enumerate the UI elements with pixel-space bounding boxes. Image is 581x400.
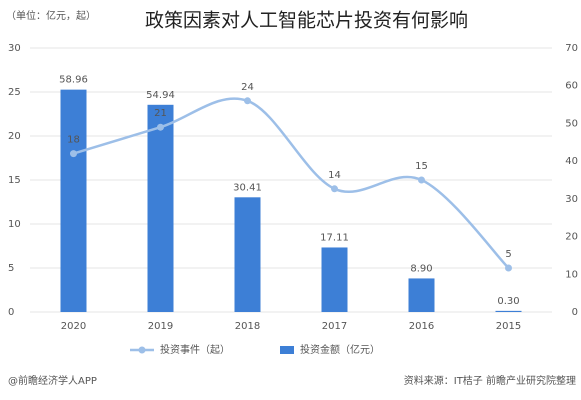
- y-tick-label: 0: [8, 307, 14, 318]
- line-value-label: 21: [154, 108, 167, 119]
- y-tick-label: 20: [8, 131, 21, 142]
- bar: [321, 247, 348, 312]
- y2-tick-label: 30: [565, 194, 578, 205]
- bar: [495, 310, 522, 312]
- bar: [60, 89, 87, 313]
- line-value-label: 14: [328, 170, 341, 181]
- line-value-label: 15: [415, 161, 428, 172]
- bar-value-label: 58.96: [59, 75, 88, 86]
- line-point: [505, 264, 512, 272]
- legend-swatch: [138, 346, 146, 354]
- bar: [234, 197, 261, 312]
- legend-label: 投资金额（亿元）: [300, 343, 380, 356]
- y-tick-label: 15: [8, 175, 21, 186]
- y2-tick-label: 70: [565, 43, 578, 54]
- line-value-label: 18: [67, 135, 80, 146]
- bar: [147, 104, 174, 312]
- y2-tick-label: 0: [572, 307, 578, 318]
- line-point: [244, 97, 251, 105]
- x-tick-label: 2020: [61, 321, 86, 332]
- y-tick-label: 25: [8, 87, 21, 98]
- line-point: [157, 123, 164, 131]
- legend-label: 投资事件（起）: [160, 343, 230, 356]
- y2-tick-label: 60: [565, 81, 578, 92]
- y-tick-label: 30: [8, 43, 21, 54]
- bar-value-label: 0.30: [497, 296, 519, 307]
- y2-tick-label: 20: [565, 232, 578, 243]
- bar-value-label: 30.41: [233, 182, 262, 193]
- y2-tick-label: 10: [565, 269, 578, 280]
- x-tick-label: 2018: [235, 321, 260, 332]
- chart-title: 政策因素对人工智能芯片投资有何影响: [145, 10, 468, 32]
- bar-value-label: 54.94: [146, 90, 175, 101]
- x-tick-label: 2017: [322, 321, 347, 332]
- line-point: [331, 185, 338, 193]
- y-tick-label: 10: [8, 219, 21, 230]
- line: [73, 97, 510, 269]
- y2-tick-label: 50: [565, 118, 578, 129]
- x-tick-label: 2015: [496, 321, 521, 332]
- chart-subtitle: （单位：亿元，起）: [6, 9, 96, 22]
- line-point: [70, 150, 77, 158]
- legend-swatch: [280, 346, 294, 354]
- credit: @前瞻经济学人APP: [8, 374, 97, 387]
- line-value-label: 5: [505, 249, 511, 260]
- line-value-label: 24: [241, 82, 254, 93]
- line-point: [418, 176, 425, 184]
- x-tick-label: 2016: [409, 321, 434, 332]
- y2-tick-label: 40: [565, 156, 578, 167]
- bar: [408, 278, 435, 312]
- bar-value-label: 8.90: [410, 263, 432, 274]
- y-tick-label: 5: [8, 263, 14, 274]
- bar-value-label: 17.11: [320, 232, 349, 243]
- source: 资料来源：IT桔子 前瞻产业研究院整理: [404, 374, 576, 387]
- x-tick-label: 2019: [148, 321, 173, 332]
